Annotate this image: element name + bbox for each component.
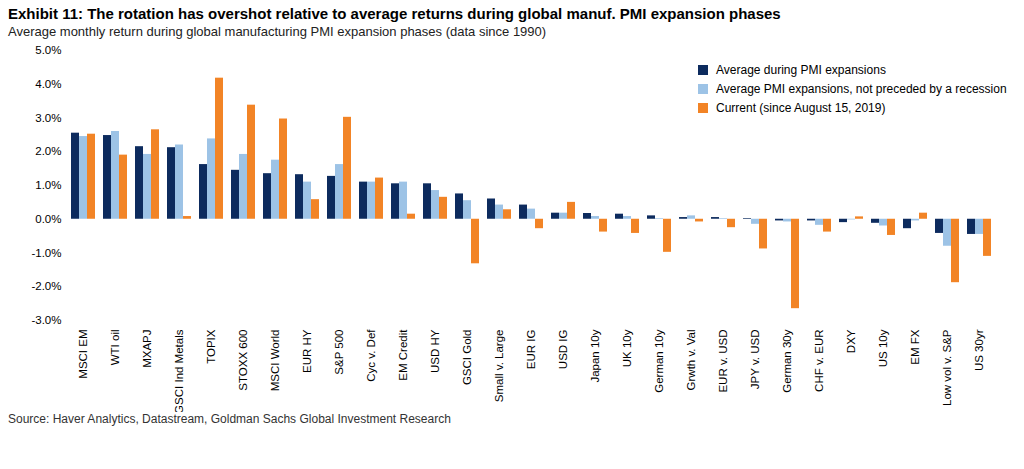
svg-text:Grwth v. Val: Grwth v. Val <box>685 330 697 391</box>
html-text:Exhibit 11: The rotation has o: Exhibit 11: The rotation has overshot re… <box>8 5 781 22</box>
svg-text:MXAPJ: MXAPJ <box>141 330 153 368</box>
svg-text:-2.0%: -2.0% <box>31 280 61 292</box>
svg-text:Cyc v. Def: Cyc v. Def <box>365 329 377 382</box>
svg-text:WTI oil: WTI oil <box>109 330 121 366</box>
svg-text:GSCI Gold: GSCI Gold <box>461 330 473 386</box>
svg-text:US 30yr: US 30yr <box>973 329 985 371</box>
svg-text:STOXX 600: STOXX 600 <box>237 330 249 391</box>
svg-text:MSCI World: MSCI World <box>269 330 281 392</box>
svg-text:EUR v. USD: EUR v. USD <box>717 330 729 393</box>
html-text:Average PMI expansions, not pr: Average PMI expansions, not preceded by … <box>716 81 1007 96</box>
svg-text:UK 10y: UK 10y <box>621 329 633 367</box>
svg-text:JPY v. USD: JPY v. USD <box>749 330 761 390</box>
svg-text:EUR HY: EUR HY <box>301 329 313 373</box>
svg-text:1.0%: 1.0% <box>35 179 61 191</box>
html-text:Average monthly return during: Average monthly return during global man… <box>8 24 547 39</box>
svg-text:German 10y: German 10y <box>653 329 665 393</box>
svg-text:EM FX: EM FX <box>909 329 921 364</box>
svg-text:US 10y: US 10y <box>877 329 889 367</box>
svg-text:MSCI EM: MSCI EM <box>77 330 89 379</box>
svg-text:-1.0%: -1.0% <box>31 247 61 259</box>
svg-text:0.0%: 0.0% <box>35 213 61 225</box>
svg-text:5.0%: 5.0% <box>35 44 61 56</box>
svg-text:EUR IG: EUR IG <box>525 329 537 369</box>
svg-text:TOPIX: TOPIX <box>205 329 217 364</box>
svg-text:Small v. Large: Small v. Large <box>493 330 505 403</box>
svg-text:USD HY: USD HY <box>429 329 441 373</box>
svg-text:EM Credit: EM Credit <box>397 329 409 381</box>
html-text:Source: Haver Analytics, Datas: Source: Haver Analytics, Datastream, Gol… <box>8 412 451 426</box>
html-text:Average during PMI expansions: Average during PMI expansions <box>716 62 886 77</box>
svg-text:S&P 500: S&P 500 <box>333 330 345 375</box>
svg-text:Low vol v. S&P: Low vol v. S&P <box>941 329 953 406</box>
svg-text:3.0%: 3.0% <box>35 112 61 124</box>
svg-text:USD IG: USD IG <box>557 329 569 369</box>
svg-text:German 30y: German 30y <box>781 329 793 393</box>
svg-text:-3.0%: -3.0% <box>31 314 61 326</box>
svg-text:2.0%: 2.0% <box>35 145 61 157</box>
svg-text:4.0%: 4.0% <box>35 78 61 90</box>
svg-text:GSCI Ind Metals: GSCI Ind Metals <box>173 329 185 412</box>
svg-text:DXY: DXY <box>845 329 857 353</box>
svg-text:Japan 10y: Japan 10y <box>589 329 601 382</box>
svg-text:CHF v. EUR: CHF v. EUR <box>813 330 825 392</box>
html-text:Current (since August 15, 2019: Current (since August 15, 2019) <box>716 100 886 115</box>
